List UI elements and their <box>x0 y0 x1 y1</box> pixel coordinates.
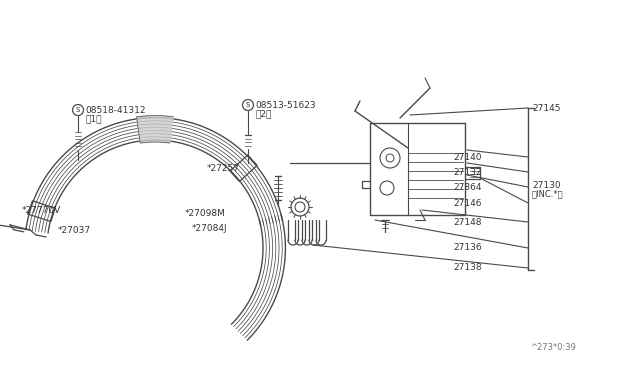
Text: S: S <box>246 102 250 108</box>
Text: （2）: （2） <box>255 109 271 119</box>
Text: *27037: *27037 <box>58 225 91 234</box>
Text: 27136: 27136 <box>453 244 482 253</box>
Text: S: S <box>76 107 80 113</box>
Text: 27140: 27140 <box>453 153 481 161</box>
Text: *27770V: *27770V <box>22 205 61 215</box>
Text: 27146: 27146 <box>453 199 481 208</box>
Text: 08513-51623: 08513-51623 <box>255 100 316 109</box>
Text: 27132: 27132 <box>453 167 481 176</box>
Text: 27864: 27864 <box>453 183 481 192</box>
Text: 27138: 27138 <box>453 263 482 273</box>
Text: 27148: 27148 <box>453 218 481 227</box>
Text: 08518-41312: 08518-41312 <box>85 106 145 115</box>
Text: *27084J: *27084J <box>192 224 228 232</box>
Text: ^273*0:39: ^273*0:39 <box>530 343 576 353</box>
Text: 27130: 27130 <box>532 180 561 189</box>
Polygon shape <box>136 116 173 143</box>
Text: 27145: 27145 <box>532 103 561 112</box>
Text: （INC.*）: （INC.*） <box>532 189 564 199</box>
Text: *27257: *27257 <box>207 164 240 173</box>
Text: *27098M: *27098M <box>185 208 226 218</box>
Text: （1）: （1） <box>85 115 102 124</box>
